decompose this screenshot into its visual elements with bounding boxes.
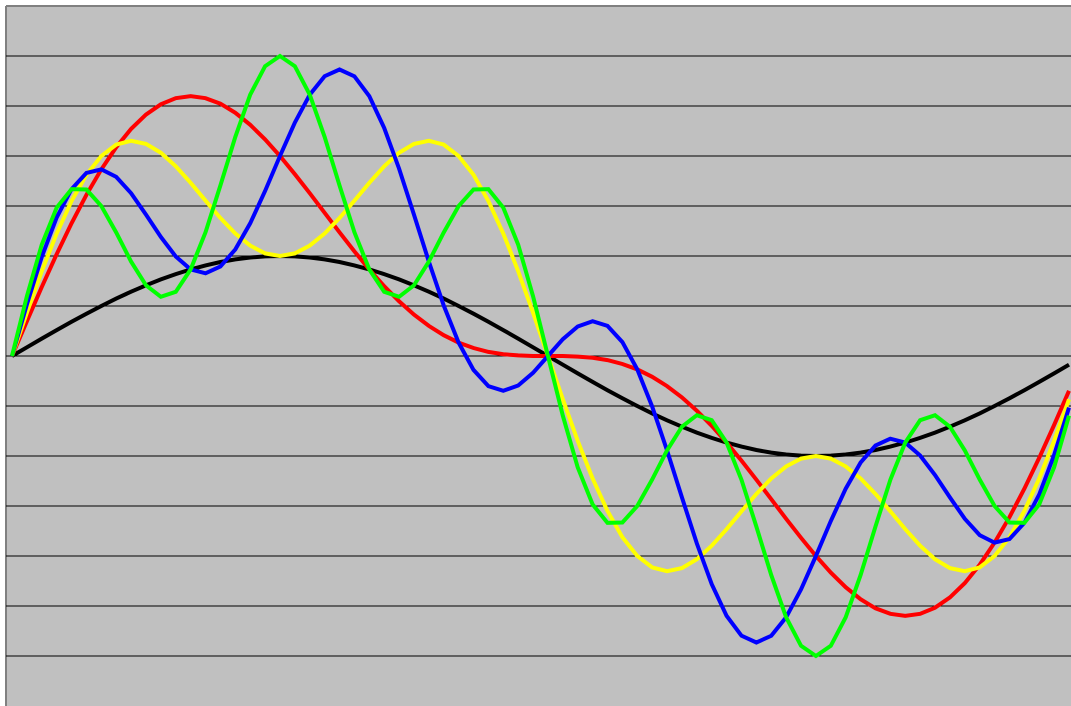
series-line [10,67,1071,645]
series-line [10,53,1071,659]
series-line [10,94,1071,618]
